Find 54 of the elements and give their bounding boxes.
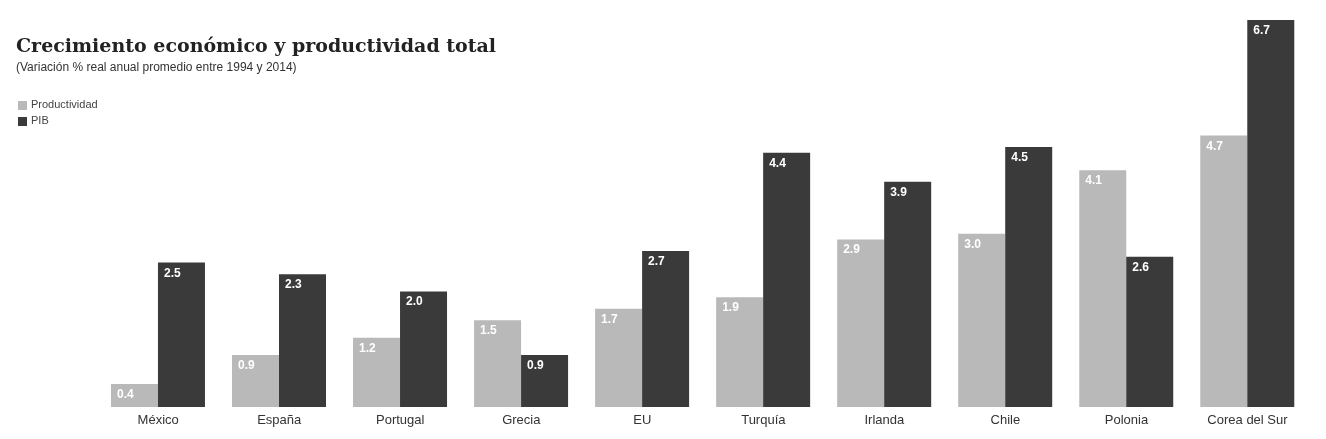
bar <box>1126 256 1174 407</box>
legend-label: PIB <box>31 114 49 126</box>
bar <box>1247 20 1295 407</box>
data-label: 1.9 <box>722 300 740 315</box>
data-label: 0.9 <box>238 358 256 373</box>
bar <box>1200 135 1248 407</box>
bar <box>1005 147 1053 407</box>
data-label: 1.7 <box>601 311 619 326</box>
x-tick-label: España <box>257 412 303 428</box>
bar <box>1079 170 1127 407</box>
data-label: 2.0 <box>406 294 424 309</box>
bar <box>884 181 932 407</box>
data-label: 0.9 <box>527 358 545 373</box>
data-label: 2.3 <box>285 277 303 292</box>
bar <box>595 308 643 407</box>
data-label: 4.7 <box>1206 138 1224 153</box>
bar <box>353 337 401 407</box>
bar <box>232 355 279 407</box>
x-tick-label: Portugal <box>376 412 425 428</box>
bar <box>642 251 690 407</box>
data-label: 1.2 <box>359 340 377 355</box>
data-label: 4.5 <box>1011 150 1029 165</box>
bar <box>716 297 764 407</box>
data-label: 2.9 <box>843 242 861 257</box>
bar <box>157 262 205 407</box>
bar <box>958 233 1006 407</box>
text: (Variación % real anual promedio entre 1994 y 2014) <box>16 60 297 74</box>
bar <box>474 320 522 407</box>
x-tick-label: EU <box>633 412 652 428</box>
data-label: 4.4 <box>769 155 787 170</box>
data-label: 1.5 <box>480 323 498 338</box>
data-label: 3.9 <box>890 184 908 199</box>
text: Crecimiento económico y productividad total <box>16 34 497 56</box>
x-tick-label: Polonia <box>1104 412 1149 428</box>
data-label: 6.7 <box>1253 23 1271 37</box>
legend-label: Productividad <box>31 98 98 110</box>
data-label: 3.0 <box>964 236 982 251</box>
bar <box>279 274 326 407</box>
bar <box>400 291 448 407</box>
x-tick-label: Chile <box>990 412 1021 428</box>
bar <box>763 152 811 407</box>
x-tick-label: Grecia <box>502 412 542 428</box>
bar <box>837 239 885 407</box>
data-label: 2.6 <box>1132 259 1150 274</box>
x-tick-label: Irlanda <box>864 412 906 428</box>
x-tick-label: Turquía <box>741 412 787 428</box>
data-label: 2.7 <box>648 254 666 269</box>
data-label: 0.4 <box>116 386 134 401</box>
data-label: 2.5 <box>163 265 181 280</box>
x-tick-label: México <box>137 412 179 428</box>
bar <box>521 355 569 407</box>
data-label: 4.1 <box>1085 173 1103 188</box>
bar <box>110 383 158 407</box>
x-tick-label: Corea del Sur <box>1207 412 1289 428</box>
